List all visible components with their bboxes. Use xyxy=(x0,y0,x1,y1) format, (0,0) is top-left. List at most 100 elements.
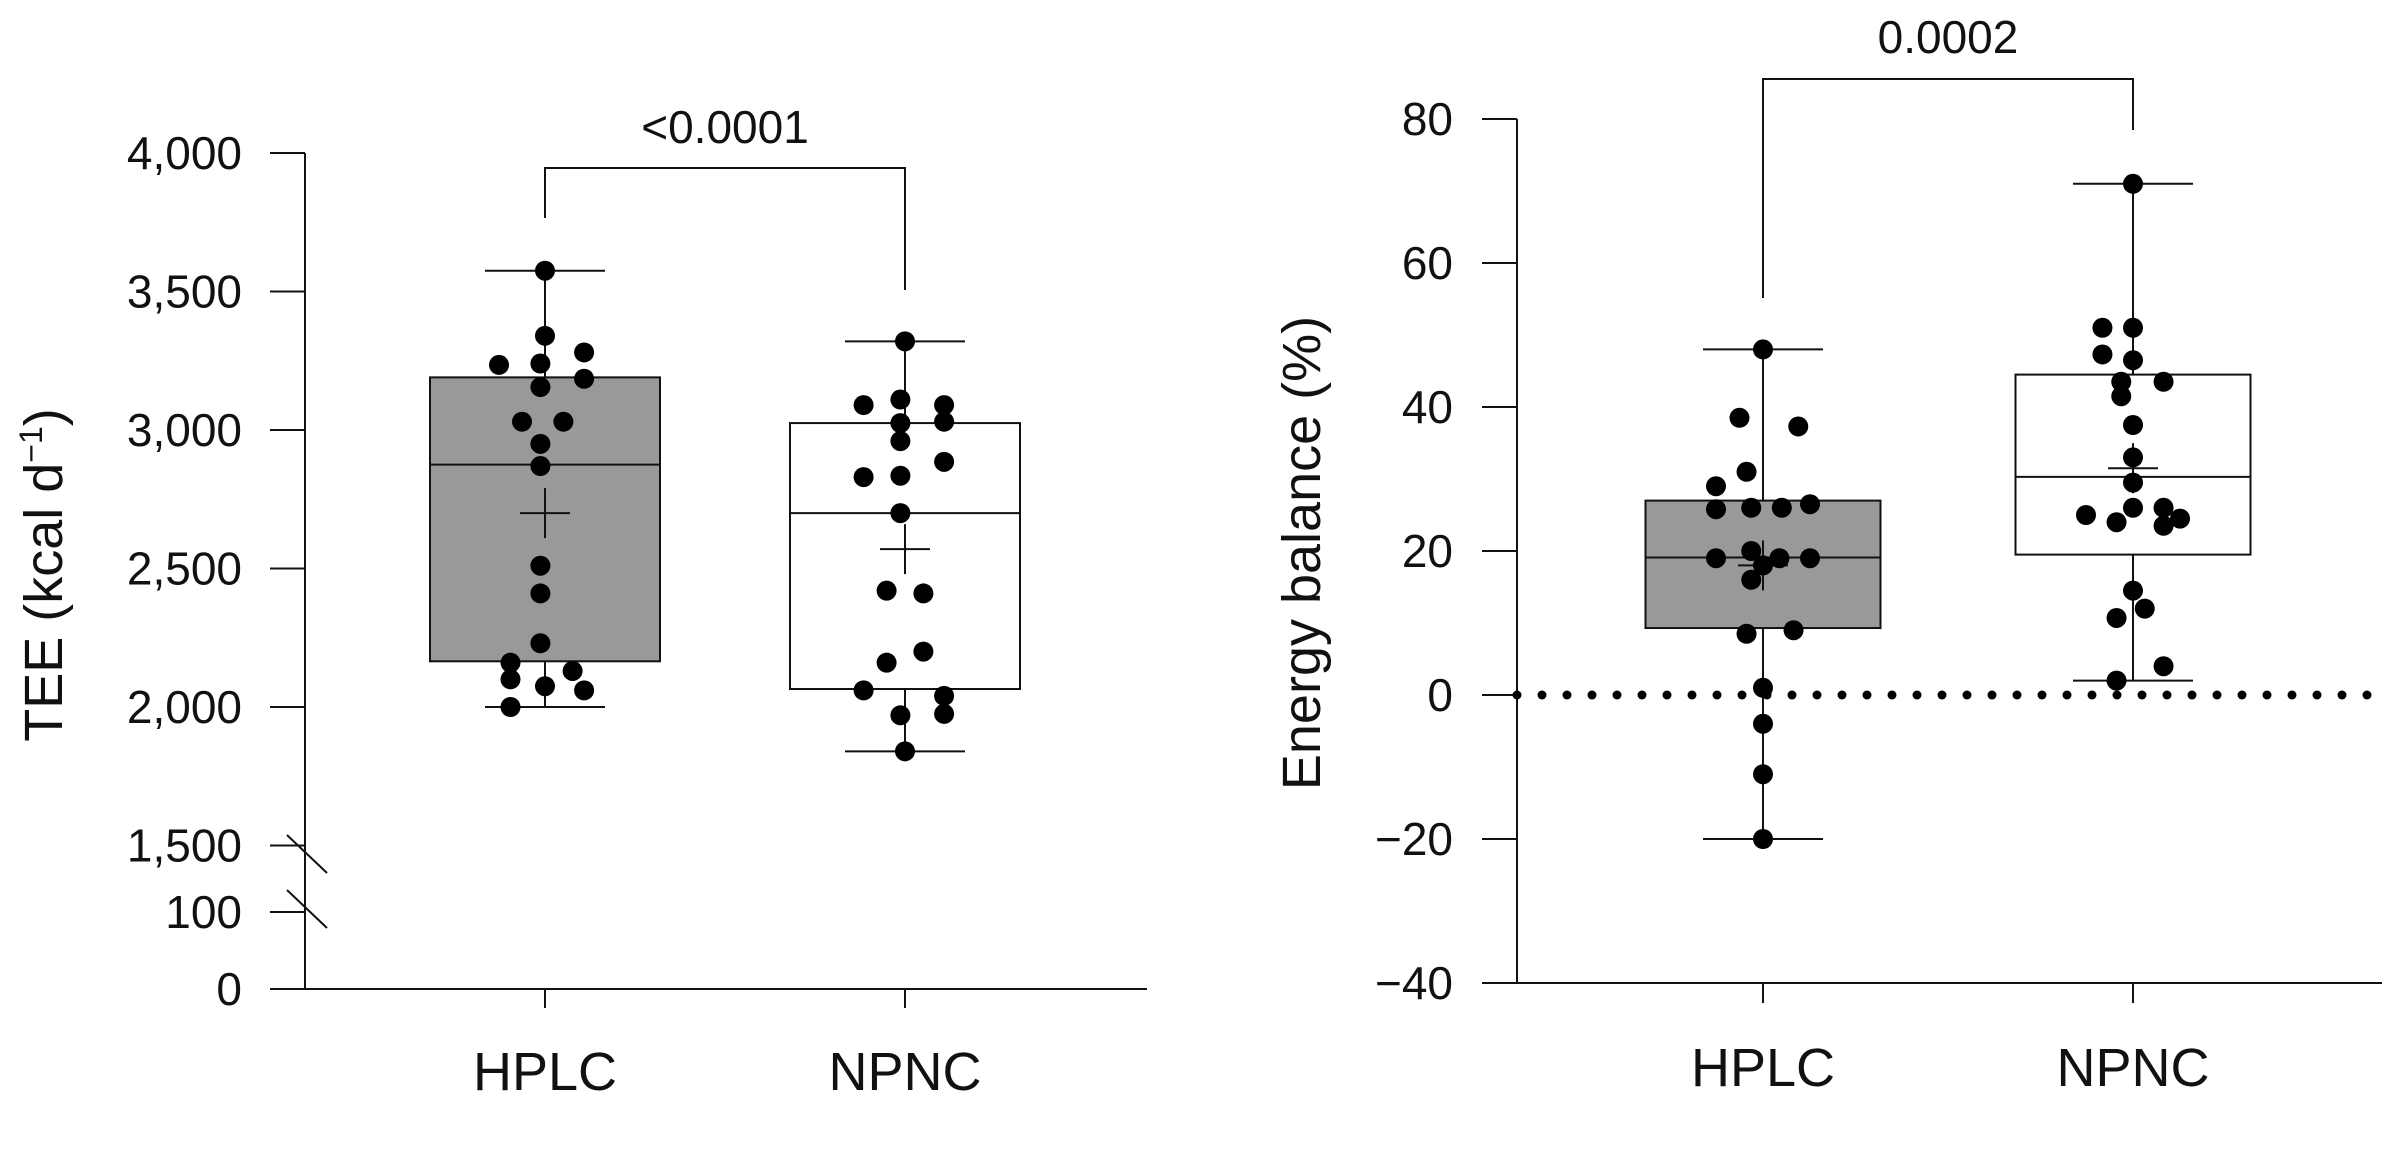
data-point xyxy=(2111,386,2132,407)
reference-line-dot xyxy=(2287,690,2297,700)
data-point xyxy=(535,260,555,281)
data-point xyxy=(890,389,911,410)
data-point xyxy=(530,633,551,654)
data-point xyxy=(574,342,595,363)
data-point xyxy=(2123,472,2143,493)
axis-break-mark xyxy=(286,834,328,874)
data-point xyxy=(1783,620,1804,641)
data-point xyxy=(890,705,911,726)
data-point xyxy=(500,697,521,717)
tee-chart: 0 100 1,500 2,000 2,500 3,000 3,500 4,000 TEE (k… xyxy=(13,101,1147,1102)
reference-line-dot xyxy=(1887,690,1897,700)
reference-line-dot xyxy=(2312,690,2322,700)
data-point xyxy=(853,395,874,416)
data-point xyxy=(895,331,915,352)
y-axis-title: Energy balance (%) xyxy=(1272,316,1332,790)
x-category-label: NPNC xyxy=(828,1042,981,1102)
data-point xyxy=(2111,371,2132,392)
data-point xyxy=(934,395,955,416)
data-point xyxy=(895,741,915,762)
data-point xyxy=(934,411,955,432)
reference-line-dot xyxy=(2362,690,2372,700)
y-tick-label: 2,500 xyxy=(127,543,242,595)
reference-line-dot xyxy=(2162,690,2172,700)
data-point xyxy=(2153,656,2174,677)
data-point xyxy=(2106,670,2127,691)
data-point xyxy=(2123,415,2143,435)
reference-line-dot xyxy=(1912,690,1922,700)
reference-line-dot xyxy=(2062,690,2072,700)
data-point xyxy=(2153,497,2174,518)
reference-line-dot xyxy=(1937,690,1947,700)
reference-line-dot xyxy=(2237,690,2247,700)
data-point xyxy=(530,456,551,477)
reference-line-dot xyxy=(1587,690,1597,700)
data-point xyxy=(512,411,532,432)
data-point xyxy=(2170,508,2190,529)
data-point xyxy=(2123,173,2143,194)
y-tick-label: −40 xyxy=(1375,957,1453,1009)
reference-line-dot xyxy=(1737,690,1747,700)
data-point xyxy=(2153,371,2174,392)
reference-line-dot xyxy=(1962,690,1972,700)
data-point xyxy=(1753,555,1773,576)
reference-line-dot xyxy=(1787,690,1797,700)
data-point xyxy=(2076,505,2096,525)
data-point xyxy=(890,431,911,452)
data-point xyxy=(1753,677,1773,698)
x-category-label: HPLC xyxy=(1691,1038,1835,1098)
data-point xyxy=(2092,317,2113,338)
p-value-label: 0.0002 xyxy=(1878,11,2019,63)
y-tick-label: −20 xyxy=(1375,813,1453,865)
y-tick-label: 0 xyxy=(1427,669,1453,721)
y-tick-label: 2,000 xyxy=(127,681,242,733)
data-point xyxy=(574,680,595,701)
axis-break-mark xyxy=(286,889,328,929)
reference-line-dot xyxy=(1862,690,1872,700)
data-point xyxy=(1706,476,1726,497)
data-point xyxy=(530,377,551,398)
reference-line-dot xyxy=(1837,690,1847,700)
data-point xyxy=(853,467,874,488)
data-point xyxy=(934,451,955,472)
data-point xyxy=(2134,598,2155,619)
data-point xyxy=(535,676,555,697)
y-tick-label: 3,000 xyxy=(127,404,242,456)
y-axis-title-main: TEE (kcal d xyxy=(14,463,74,742)
p-value-label: <0.0001 xyxy=(641,101,809,153)
data-point xyxy=(530,353,551,374)
data-point xyxy=(890,413,911,434)
data-point xyxy=(853,680,874,701)
data-point xyxy=(890,503,911,524)
reference-line-dot xyxy=(1562,690,1572,700)
data-point xyxy=(2123,350,2143,371)
reference-line-dot xyxy=(2187,690,2197,700)
data-point xyxy=(1800,494,1820,515)
reference-line-dot xyxy=(1537,690,1547,700)
reference-line-dot xyxy=(2262,690,2272,700)
data-point xyxy=(934,703,955,724)
data-point xyxy=(500,652,521,673)
reference-line-dot xyxy=(2012,690,2022,700)
data-point xyxy=(2123,580,2143,601)
data-point xyxy=(1769,548,1790,569)
significance-bracket xyxy=(1762,78,2134,298)
y-tick-label: 3,500 xyxy=(127,266,242,318)
data-point xyxy=(530,433,551,454)
reference-line-dot xyxy=(1612,690,1622,700)
data-point xyxy=(1706,499,1726,520)
data-point xyxy=(1736,623,1757,644)
data-point xyxy=(535,325,555,346)
reference-line-dot xyxy=(2337,690,2347,700)
data-point xyxy=(489,354,509,375)
data-point xyxy=(1753,339,1773,360)
reference-line-dot xyxy=(1512,690,1522,700)
data-point xyxy=(2123,497,2143,518)
data-point xyxy=(1729,407,1750,428)
data-point xyxy=(2106,512,2127,533)
data-point xyxy=(1741,569,1762,590)
y-tick-label: 40 xyxy=(1402,381,1453,433)
reference-line-dot xyxy=(2112,690,2122,700)
reference-line-dot xyxy=(2212,690,2222,700)
